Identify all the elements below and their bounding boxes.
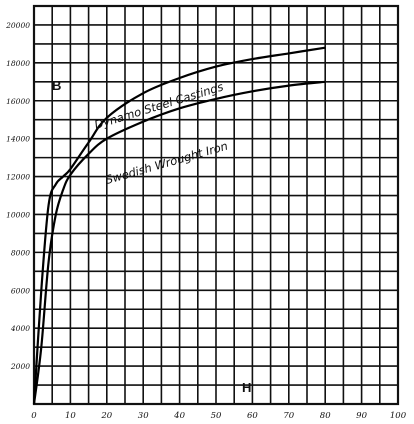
y-tick-label: 2000 bbox=[10, 362, 30, 371]
x-tick-label: 20 bbox=[100, 411, 112, 421]
curve-swedish-wrought-iron bbox=[32, 80, 326, 405]
y-tick-label: 6000 bbox=[11, 286, 30, 295]
x-tick-label: 50 bbox=[211, 411, 222, 421]
x-tick-labels: 0 10 20 30 40 50 60 70 80 90 100 bbox=[31, 411, 406, 421]
series-label-dynamo-steel-castings: Dynamo Steel Castings bbox=[93, 79, 225, 132]
curve-dynamo-steel-castings bbox=[32, 46, 326, 405]
y-tick-label: 10000 bbox=[6, 210, 30, 219]
x-tick-label: 80 bbox=[320, 411, 331, 421]
y-tick-label: 12000 bbox=[6, 173, 30, 182]
y-tick-label: 14000 bbox=[6, 135, 30, 144]
y-tick-label: 20000 bbox=[5, 21, 30, 30]
plot-frame bbox=[32, 4, 400, 406]
plot-border bbox=[32, 4, 400, 406]
x-tick-label: 90 bbox=[356, 411, 367, 421]
x-tick-label: 60 bbox=[247, 411, 258, 421]
x-tick-label: 10 bbox=[65, 411, 76, 421]
series-label-swedish-wrought-iron: Swedish Wrought Iron bbox=[104, 139, 230, 187]
y-axis-label: B bbox=[52, 78, 61, 93]
y-tick-label: 18000 bbox=[6, 59, 30, 68]
x-axis-label: H bbox=[242, 380, 251, 395]
grid bbox=[33, 5, 399, 405]
curves bbox=[32, 46, 326, 405]
y-tick-label: 8000 bbox=[11, 248, 30, 257]
x-tick-label: 0 bbox=[31, 411, 37, 421]
x-tick-label: 70 bbox=[283, 411, 294, 421]
x-tick-label: 100 bbox=[390, 411, 407, 421]
y-tick-labels: 2000 4000 6000 8000 10000 12000 14000 16000 1800… bbox=[5, 21, 30, 371]
y-tick-label: 16000 bbox=[6, 97, 30, 106]
y-tick-label: 4000 bbox=[10, 324, 30, 333]
x-tick-label: 30 bbox=[138, 411, 149, 421]
x-tick-label: 40 bbox=[173, 411, 185, 421]
